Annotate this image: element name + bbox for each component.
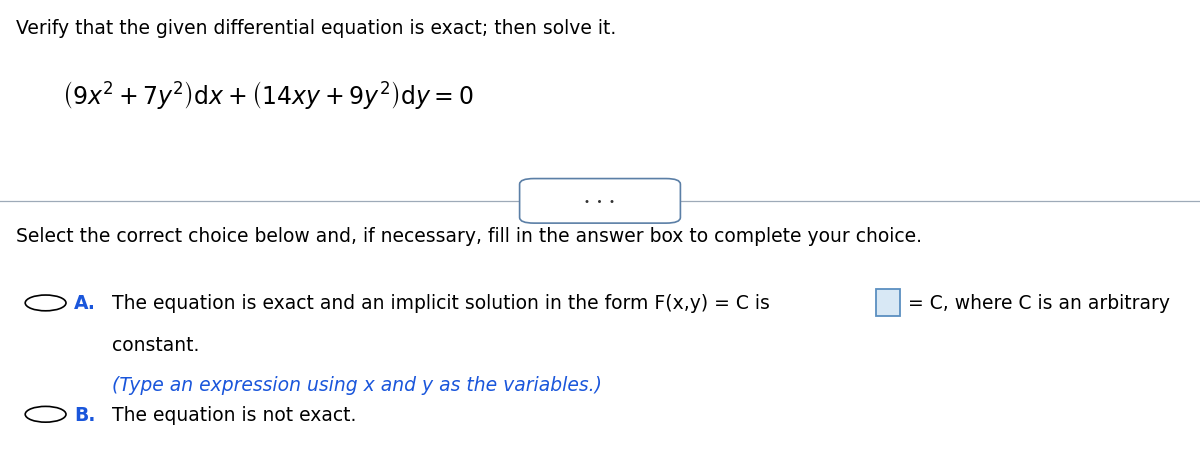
Text: The equation is exact and an implicit solution in the form F(x,y) = C is: The equation is exact and an implicit so… [112, 294, 769, 313]
Text: (Type an expression using x and y as the variables.): (Type an expression using x and y as the… [112, 375, 601, 394]
Text: The equation is not exact.: The equation is not exact. [112, 405, 356, 424]
FancyBboxPatch shape [876, 290, 900, 317]
Text: B.: B. [74, 405, 96, 424]
Text: constant.: constant. [112, 336, 199, 354]
Text: Verify that the given differential equation is exact; then solve it.: Verify that the given differential equat… [16, 19, 616, 38]
FancyBboxPatch shape [520, 179, 680, 224]
Text: $\left(9x^2 + 7y^2\right)\mathrm{d}x + \left(14xy + 9y^2\right)\mathrm{d}y = 0$: $\left(9x^2 + 7y^2\right)\mathrm{d}x + \… [62, 79, 474, 111]
Text: •  •  •: • • • [584, 196, 616, 206]
Text: Select the correct choice below and, if necessary, fill in the answer box to com: Select the correct choice below and, if … [16, 227, 922, 246]
Text: A.: A. [74, 294, 96, 313]
Text: = C, where C is an arbitrary: = C, where C is an arbitrary [908, 294, 1170, 313]
